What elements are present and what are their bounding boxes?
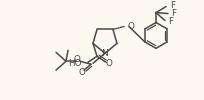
Text: O: O	[74, 55, 80, 64]
Text: HO: HO	[69, 59, 82, 68]
Text: F: F	[171, 9, 176, 18]
Text: F: F	[168, 17, 173, 26]
Text: N: N	[102, 49, 108, 58]
Text: O: O	[127, 22, 134, 31]
Text: O: O	[105, 59, 112, 68]
Text: O: O	[79, 68, 85, 77]
Text: F: F	[170, 1, 175, 10]
